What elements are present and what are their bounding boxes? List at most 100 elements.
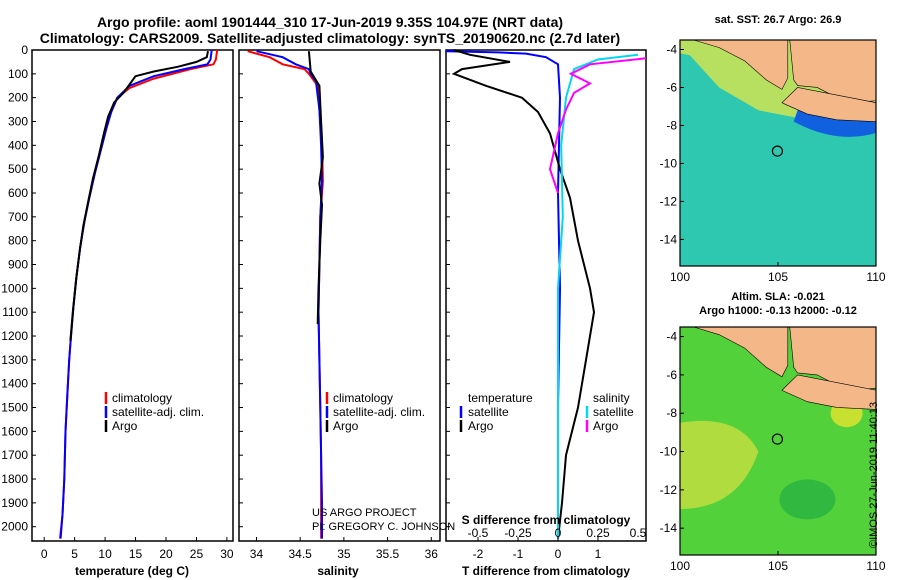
- series-satellite-adj-clim-: [59, 49, 213, 539]
- sla-map-subtitle: Argo h1000: -0.13 h2000: -0.12: [699, 305, 857, 317]
- lat-tick-label: -4: [666, 330, 677, 344]
- temperature-legend: climatology satellite-adj. clim. Argo: [104, 391, 204, 433]
- series-t-satellite: [445, 50, 562, 539]
- lat-tick-label: -12: [660, 483, 678, 497]
- pressure-tick-label: 200: [8, 91, 28, 105]
- legend-climatology-label: climatology: [112, 391, 172, 405]
- high-sla-region: [680, 420, 759, 510]
- series-argo: [307, 51, 324, 325]
- t-difference-axis-label: T difference from climatology: [462, 564, 630, 578]
- lat-tick-label: -10: [660, 445, 678, 459]
- series-t-argo: [451, 49, 596, 539]
- pressure-tick-label: 1700: [1, 448, 28, 462]
- s-tick-label: 0: [555, 526, 562, 540]
- argo-float-marker: [771, 433, 784, 445]
- series-s-satellite: [557, 53, 639, 539]
- pressure-tick-label: 1400: [1, 377, 28, 391]
- lat-tick-label: -8: [666, 406, 677, 420]
- pressure-tick-label: 400: [8, 138, 28, 152]
- lon-tick-label: 105: [768, 559, 788, 573]
- lat-tick-label: -8: [666, 118, 677, 132]
- lat-tick-label: -14: [660, 232, 678, 246]
- series-satellite-adj-clim-: [256, 50, 324, 539]
- pressure-tick-label: 100: [8, 67, 28, 81]
- x-tick-label: 15: [129, 547, 143, 561]
- imos-timestamp: ©IMOS 27-Jun-2019 11:40:13: [868, 401, 880, 548]
- legend-climatology-label: climatology: [333, 391, 393, 405]
- series-climatology: [59, 49, 219, 539]
- pressure-tick-label: 700: [8, 210, 28, 224]
- temperature-panel-frame: [31, 49, 234, 542]
- series-s-argo: [548, 57, 647, 194]
- s-tick-label: -0.25: [504, 526, 532, 540]
- lon-tick-label: 100: [670, 559, 690, 573]
- lat-tick-label: -4: [666, 42, 677, 56]
- legend-salinity-title: salinity: [593, 391, 630, 405]
- legend-t-argo-label: Argo: [468, 419, 494, 433]
- temperature-axis-label: temperature (deg C): [75, 564, 189, 578]
- x-tick-label: 34: [250, 547, 264, 561]
- legend-s-argo-label: Argo: [593, 419, 619, 433]
- x-tick-label: 25: [190, 547, 204, 561]
- lon-tick-label: 110: [866, 559, 885, 573]
- legend-satellite-label: satellite-adj. clim.: [112, 405, 204, 419]
- lat-tick-label: -6: [666, 368, 677, 382]
- pressure-tick-label: 1900: [1, 496, 28, 510]
- salinity-axis-label: salinity: [317, 564, 359, 578]
- lat-tick-label: -10: [660, 156, 678, 170]
- pressure-tick-label: 1200: [1, 329, 28, 343]
- title-line-1: Argo profile: aoml 1901444_310 17-Jun-20…: [96, 14, 564, 30]
- x-tick-label: 34.5: [288, 547, 312, 561]
- pressure-tick-label: 600: [8, 186, 28, 200]
- lat-tick-label: -14: [660, 521, 678, 535]
- legend-temperature-title: temperature: [468, 391, 533, 405]
- pressure-tick-label: 0: [21, 43, 28, 57]
- pressure-tick-label: 1800: [1, 472, 28, 486]
- project-annotation: US ARGO PROJECT: [312, 507, 417, 519]
- x-tick-label: -2: [473, 547, 484, 561]
- lon-tick-label: 105: [768, 270, 788, 284]
- x-tick-label: 1: [595, 547, 602, 561]
- pressure-tick-label: 900: [8, 258, 28, 272]
- x-tick-label: 35: [337, 547, 351, 561]
- legend-t-satellite-label: satellite: [468, 405, 509, 419]
- series-climatology: [247, 50, 324, 539]
- x-tick-label: 30: [220, 547, 234, 561]
- argo-float-marker: [771, 145, 784, 157]
- legend-argo-label: Argo: [333, 419, 359, 433]
- difference-panel-frame: [445, 49, 647, 542]
- pressure-tick-label: 800: [8, 234, 28, 248]
- sumatra-land: [680, 39, 789, 90]
- pressure-tick-label: 300: [8, 115, 28, 129]
- s-difference-axis-label: S difference from climatology: [462, 513, 631, 527]
- x-tick-label: 0: [555, 547, 562, 561]
- sla-map-title: Altim. SLA: -0.021: [731, 291, 825, 303]
- legend-satellite-label: satellite-adj. clim.: [333, 405, 425, 419]
- x-tick-label: 10: [98, 547, 112, 561]
- lon-tick-label: 110: [866, 270, 885, 284]
- pressure-tick-label: 1600: [1, 424, 28, 438]
- s-tick-label: -0.5: [468, 526, 489, 540]
- pi-annotation: PI: GREGORY C. JOHNSON: [312, 521, 455, 533]
- x-tick-label: 35.5: [376, 547, 400, 561]
- pressure-tick-label: 1100: [2, 305, 28, 319]
- x-tick-label: 36: [425, 547, 439, 561]
- lon-tick-label: 100: [670, 270, 690, 284]
- sumatra-land: [680, 326, 789, 378]
- x-tick-label: 5: [71, 547, 78, 561]
- difference-legend: temperature satellite Argo salinity sate…: [459, 391, 634, 433]
- x-tick-label: 20: [159, 547, 173, 561]
- lat-tick-label: -12: [660, 194, 678, 208]
- s-tick-label: 0.5: [630, 526, 647, 540]
- series-argo: [69, 51, 209, 341]
- s-tick-label: 0.25: [586, 526, 610, 540]
- legend-s-satellite-label: satellite: [593, 405, 634, 419]
- salinity-legend: climatology satellite-adj. clim. Argo: [325, 391, 425, 433]
- x-tick-label: 0: [41, 547, 48, 561]
- sst-map-title: sat. SST: 26.7 Argo: 26.9: [714, 14, 842, 26]
- lat-tick-label: -6: [666, 80, 677, 94]
- pressure-tick-label: 500: [8, 162, 28, 176]
- title-line-2: Climatology: CARS2009. Satellite-adjuste…: [39, 30, 621, 46]
- pressure-tick-label: 2000: [1, 520, 28, 534]
